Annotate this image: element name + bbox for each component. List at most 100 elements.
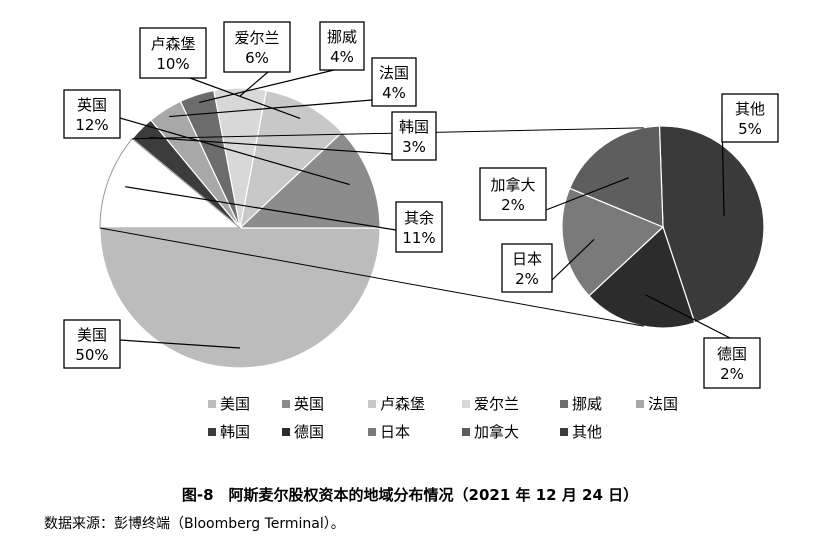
main-6-name-label: 韩国	[399, 118, 429, 136]
legend-label: 爱尔兰	[474, 395, 519, 413]
figure-caption: 图-8 阿斯麦尔股权资本的地域分布情况（2021 年 12 月 24 日）	[181, 486, 639, 504]
main-7-name-label: 其余	[404, 209, 434, 227]
secondary-0-percent-label: 5%	[738, 120, 762, 138]
main-6-callout: 韩国 3%	[149, 111, 437, 161]
secondary-2-percent-label: 2%	[515, 270, 539, 288]
main-5-leader-line	[169, 99, 373, 118]
legend-swatch	[368, 400, 376, 408]
secondary-slice-2	[561, 187, 665, 297]
secondary-1-label-box	[703, 337, 761, 389]
secondary-2-name-label: 日本	[512, 250, 542, 268]
main-0-name-label: 美国	[77, 326, 107, 344]
secondary-0-name-label: 其他	[735, 100, 765, 118]
legend-item-4: 挪威	[560, 395, 602, 413]
main-slice-0	[99, 227, 381, 369]
legend-swatch	[560, 428, 568, 436]
legend-swatch	[208, 400, 216, 408]
main-2-label-box	[139, 27, 207, 79]
main-6-leader-line	[149, 136, 393, 155]
secondary-3-name-label: 加拿大	[490, 176, 535, 194]
legend-label: 其他	[572, 423, 602, 441]
connector-line-bottom	[99, 227, 644, 327]
legend-item-9: 加拿大	[462, 423, 519, 441]
remainder-slice-outline	[99, 138, 242, 229]
main-0-label-box	[63, 319, 121, 369]
main-2-percent-label: 10%	[156, 55, 189, 73]
legend-label: 美国	[220, 395, 250, 413]
main-3-callout: 爱尔兰 6%	[223, 21, 291, 97]
legend-item-2: 卢森堡	[368, 395, 425, 413]
main-7-label-box	[395, 201, 443, 253]
main-slice-1	[238, 131, 381, 229]
legend-label: 法国	[648, 395, 678, 413]
secondary-3-leader-line	[545, 177, 630, 211]
legend-item-1: 英国	[282, 395, 324, 413]
main-2-name-label: 卢森堡	[150, 35, 195, 53]
secondary-1-callout: 德国 2%	[645, 294, 761, 389]
main-4-percent-label: 4%	[330, 48, 354, 66]
main-7-percent-label: 11%	[402, 229, 435, 247]
legend-label: 加拿大	[474, 423, 519, 441]
main-1-percent-label: 12%	[75, 116, 108, 134]
main-5-percent-label: 4%	[382, 84, 406, 102]
secondary-1-percent-label: 2%	[720, 365, 744, 383]
legend-item-6: 韩国	[208, 423, 250, 441]
legend-item-5: 法国	[636, 395, 678, 413]
legend-item-10: 其他	[560, 423, 602, 441]
main-4-label-box	[319, 21, 365, 71]
main-3-name-label: 爱尔兰	[234, 29, 279, 47]
secondary-3-callout: 加拿大 2%	[479, 167, 630, 221]
main-4-leader-line	[199, 69, 335, 104]
connector-line-top	[132, 127, 644, 140]
main-2-leader-line	[189, 77, 301, 120]
legend-label: 德国	[294, 423, 324, 441]
legend-swatch	[282, 400, 290, 408]
secondary-2-leader-line	[551, 238, 595, 281]
chart-panel: 美国 50% 英国 12% 卢森堡 10% 爱尔兰 6% 挪威 4% 法国 4% 韩国 3% 其余 11% 其他…	[63, 21, 779, 441]
main-4-callout: 挪威 4%	[199, 21, 365, 104]
main-6-label-box	[391, 111, 437, 161]
main-1-name-label: 英国	[77, 96, 107, 114]
main-5-name-label: 法国	[379, 64, 409, 82]
legend-swatch	[636, 400, 644, 408]
legend-item-7: 德国	[282, 423, 324, 441]
legend-label: 挪威	[572, 395, 602, 413]
main-0-percent-label: 50%	[75, 346, 108, 364]
secondary-3-percent-label: 2%	[501, 196, 525, 214]
main-7-leader-line	[125, 186, 397, 231]
legend-label: 卢森堡	[380, 395, 425, 413]
main-2-callout: 卢森堡 10%	[139, 27, 301, 120]
main-7-callout: 其余 11%	[125, 186, 443, 253]
secondary-1-name-label: 德国	[717, 345, 747, 363]
main-0-leader-line	[119, 339, 241, 349]
legend-swatch	[462, 400, 470, 408]
legend-item-8: 日本	[368, 423, 410, 441]
main-1-label-box	[63, 89, 121, 139]
secondary-3-label-box	[479, 167, 547, 221]
secondary-2-label-box	[501, 243, 553, 293]
secondary-2-callout: 日本 2%	[501, 238, 595, 293]
legend-label: 韩国	[220, 423, 250, 441]
data-source-note: 数据来源：彭博终端（Bloomberg Terminal）。	[44, 516, 345, 532]
secondary-slice-3	[568, 125, 664, 228]
legend-swatch	[462, 428, 470, 436]
main-0-callout: 美国 50%	[63, 319, 241, 369]
main-1-leader-line	[119, 117, 350, 186]
legend-label: 日本	[380, 423, 410, 441]
legend-swatch	[560, 400, 568, 408]
legend-item-0: 美国	[208, 395, 250, 413]
main-3-percent-label: 6%	[245, 49, 269, 67]
secondary-0-callout: 其他 5%	[721, 93, 779, 217]
secondary-0-label-box	[721, 93, 779, 143]
secondary-1-leader-line	[645, 294, 731, 339]
legend-item-3: 爱尔兰	[462, 395, 519, 413]
legend-swatch	[208, 428, 216, 436]
legend-label: 英国	[294, 395, 324, 413]
main-6-percent-label: 3%	[402, 138, 426, 156]
legend-swatch	[368, 428, 376, 436]
main-5-callout: 法国 4%	[169, 57, 417, 118]
pie-of-pie-chart: 美国 50% 英国 12% 卢森堡 10% 爱尔兰 6% 挪威 4% 法国 4% 韩国 3% 其余 11% 其他…	[63, 21, 779, 441]
legend-swatch	[282, 428, 290, 436]
secondary-slice-0	[658, 125, 765, 324]
main-3-label-box	[223, 21, 291, 73]
